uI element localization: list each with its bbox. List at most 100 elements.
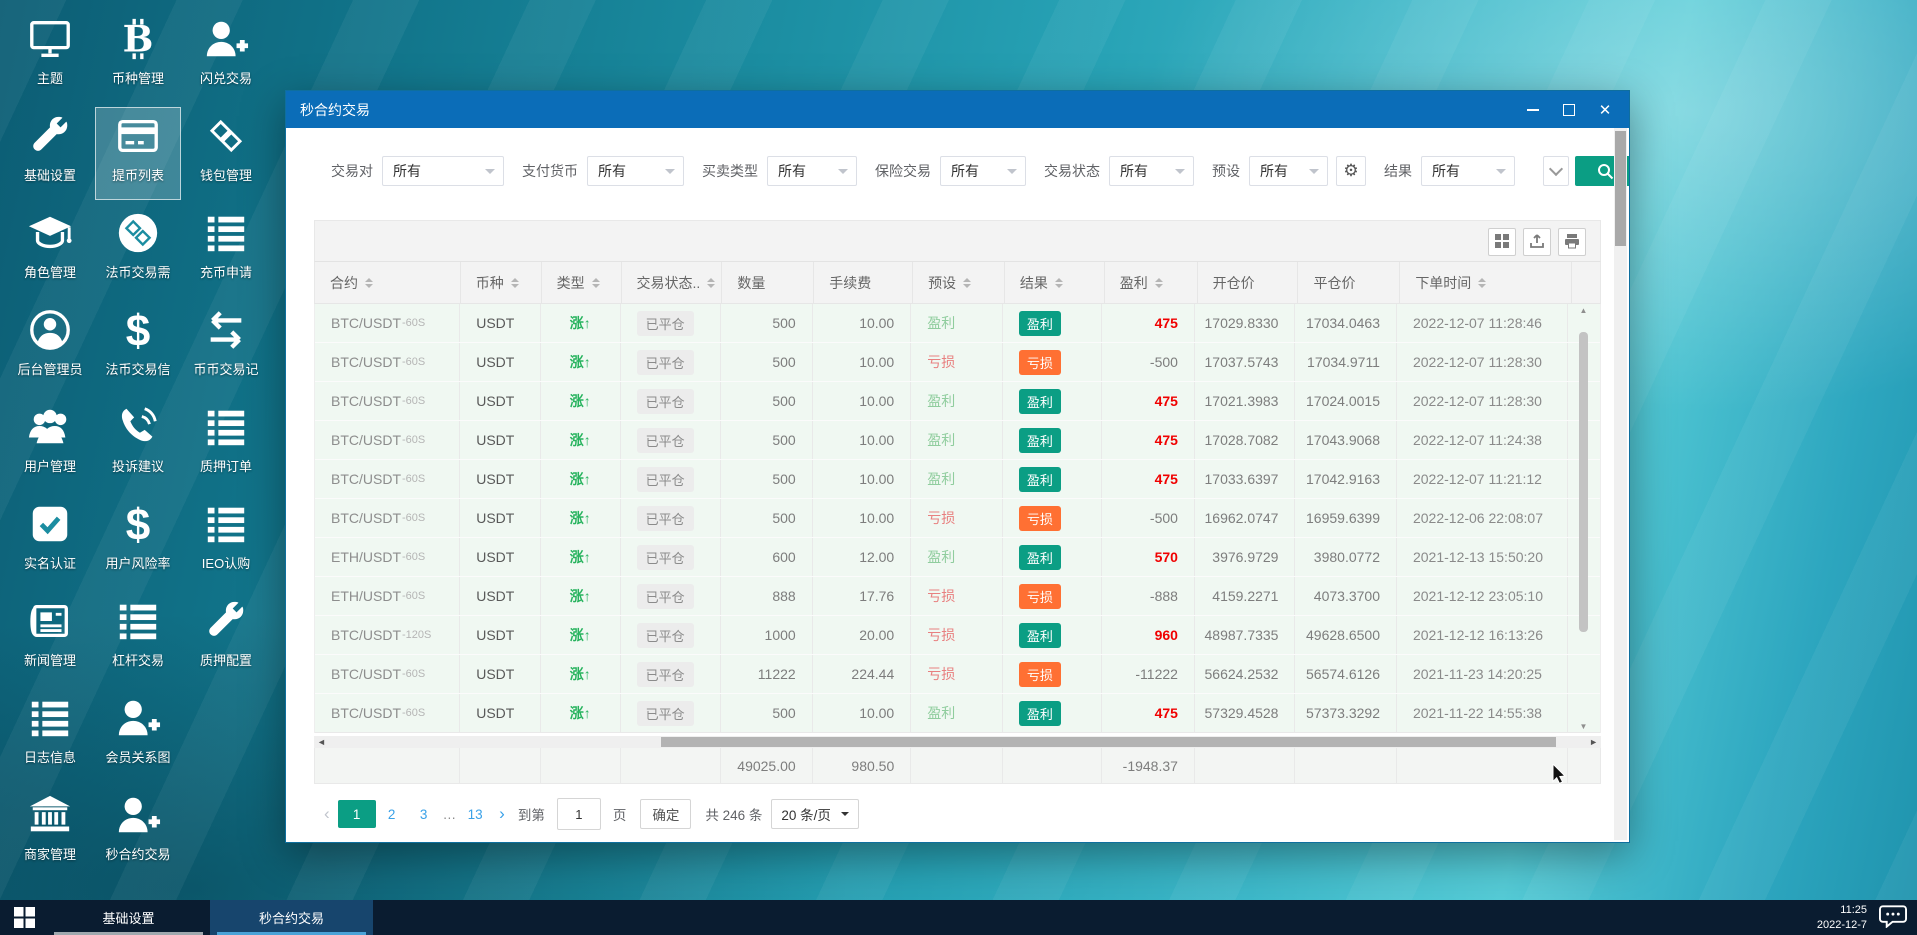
filter-select[interactable]: 所有 — [382, 156, 504, 186]
sort-icon[interactable] — [1154, 274, 1163, 292]
desktop-icon-exchange[interactable]: 钱包管理 — [183, 107, 269, 200]
desktop-icon-news[interactable]: 新闻管理 — [7, 592, 93, 685]
sort-icon[interactable] — [707, 274, 716, 292]
desktop-icon-monitor[interactable]: 主题 — [7, 10, 93, 103]
window-scrollbar-thumb[interactable] — [1615, 131, 1626, 246]
pages-ellipsis: … — [442, 806, 457, 822]
sort-icon[interactable] — [591, 274, 600, 292]
desktop-icon-bitcoin[interactable]: B 币种管理 — [95, 10, 181, 103]
desktop-icon-user-plus[interactable]: 会员关系图 — [95, 689, 181, 782]
next-page-button[interactable]: › — [499, 804, 505, 823]
scroll-left-icon[interactable]: ◄ — [317, 737, 326, 747]
scroll-down-icon[interactable]: ▼ — [1579, 722, 1588, 731]
table-cell: 涨↑ — [541, 577, 621, 615]
desktop-icon-list[interactable]: 日志信息 — [7, 689, 93, 782]
table-cell: 500 — [721, 382, 813, 420]
table-cell: 56574.6126 — [1295, 655, 1397, 693]
chat-icon[interactable] — [1879, 904, 1907, 931]
columns-filter-button[interactable] — [1488, 228, 1516, 256]
news-icon — [27, 598, 73, 644]
table-cell: 2022-12-07 11:28:46 — [1397, 304, 1569, 342]
header-cell[interactable]: 类型 — [542, 262, 622, 303]
filter-select[interactable]: 所有 — [767, 156, 857, 186]
sort-icon[interactable] — [1478, 274, 1487, 292]
desktop-icon-admin[interactable]: 后台管理员 — [7, 301, 93, 394]
filter-select[interactable]: 所有 — [1109, 156, 1194, 186]
horizontal-scrollbar[interactable]: ◄ ► — [314, 736, 1601, 748]
print-button[interactable] — [1558, 228, 1586, 256]
header-cell[interactable]: 预设 — [913, 262, 1005, 303]
sort-icon[interactable] — [1054, 274, 1063, 292]
desktop-icon-user-plus[interactable]: 秒合约交易 — [95, 786, 181, 879]
sort-icon[interactable] — [365, 274, 373, 292]
export-button[interactable] — [1523, 228, 1551, 256]
table-cell: 涨↑ — [541, 694, 621, 732]
header-cell[interactable]: 交易状态.. — [622, 262, 723, 303]
expand-chevron-button[interactable] — [1543, 156, 1569, 186]
filter-value: 所有 — [951, 163, 979, 179]
table-cell: BTC/USDT -60S — [315, 343, 461, 381]
gear-icon[interactable]: ⚙ — [1336, 156, 1366, 186]
summary-cell: 49025.00 — [721, 748, 813, 783]
desktop-icon-wrench[interactable]: 质押配置 — [183, 592, 269, 685]
start-button[interactable] — [14, 907, 35, 928]
desktop-icon-list[interactable]: 质押订单 — [183, 398, 269, 491]
desktop-icon-dollar[interactable]: $ 用户风险率 — [95, 495, 181, 588]
filter-select[interactable]: 所有 — [587, 156, 684, 186]
desktop-icon-users[interactable]: 用户管理 — [7, 398, 93, 491]
filter-bar: 交易对 所有 支付货币 所有 买卖类型 所有 保险交易 所有 交易状态 所有 预设 所有 ⚙ 结果 所有 — [331, 156, 1629, 186]
desktop-icon-check[interactable]: 实名认证 — [7, 495, 93, 588]
desktop-icon-list[interactable]: 充币申请 — [183, 204, 269, 297]
filter-select[interactable]: 所有 — [1249, 156, 1328, 186]
taskbar-item-seconds-contract[interactable]: 秒合约交易 — [210, 900, 373, 935]
window-scrollbar[interactable] — [1614, 128, 1627, 840]
scroll-right-icon[interactable]: ► — [1589, 737, 1598, 747]
confirm-button[interactable]: 确定 — [640, 799, 692, 829]
header-cell[interactable]: 结果 — [1005, 262, 1105, 303]
page-size-select[interactable]: 20 条/页 — [771, 799, 859, 829]
header-cell[interactable]: 币种 — [461, 262, 542, 303]
horizontal-scrollbar-thumb[interactable] — [661, 737, 1556, 747]
taskbar-item-basic-settings[interactable]: 基础设置 — [47, 900, 210, 935]
desktop-icon-list[interactable]: IEO认购 — [183, 495, 269, 588]
table-vertical-scrollbar[interactable]: ▲ ▼ — [1577, 304, 1590, 733]
header-cell[interactable]: 下单时间 — [1400, 262, 1573, 303]
table-cell: 亏损 — [911, 577, 1003, 615]
table-scrollbar-thumb[interactable] — [1579, 332, 1588, 632]
header-cell[interactable]: 盈利 — [1105, 262, 1198, 303]
svg-text:$: $ — [126, 501, 151, 547]
prev-page-button[interactable]: ‹ — [324, 804, 330, 823]
window-titlebar[interactable]: 秒合约交易 ✕ — [286, 91, 1629, 128]
page-button[interactable]: 2 — [387, 806, 396, 822]
table-cell: 10.00 — [813, 694, 912, 732]
desktop-icon-wrench[interactable]: 基础设置 — [7, 107, 93, 200]
maximize-button[interactable] — [1551, 91, 1587, 128]
desktop-icon-arrows[interactable]: 币币交易记 — [183, 301, 269, 394]
page-jump-input[interactable] — [556, 798, 601, 830]
sort-icon[interactable] — [963, 274, 972, 292]
desktop-icon-list[interactable]: 杠杆交易 — [95, 592, 181, 685]
desktop-icon-phone[interactable]: 投诉建议 — [95, 398, 181, 491]
desktop-icon-bank[interactable]: 商家管理 — [7, 786, 93, 879]
sort-icon[interactable] — [510, 274, 519, 292]
card-icon — [115, 113, 161, 159]
page-button[interactable]: 3 — [419, 806, 428, 822]
close-button[interactable]: ✕ — [1598, 101, 1612, 119]
desktop-icon-user-plus[interactable]: 闪兑交易 — [183, 10, 269, 103]
desktop-icon-grad-cap[interactable]: 角色管理 — [7, 204, 93, 297]
scroll-up-icon[interactable]: ▲ — [1579, 306, 1588, 315]
header-cell[interactable]: 合约 — [315, 262, 461, 303]
filter-label: 交易状态 — [1044, 163, 1100, 179]
page-button[interactable]: 1 — [337, 800, 376, 828]
page-button[interactable]: 13 — [467, 806, 483, 822]
table-cell: 2021-12-12 23:05:10 — [1397, 577, 1569, 615]
table-cell: 3980.0772 — [1295, 538, 1397, 576]
filter-select[interactable]: 所有 — [1421, 156, 1515, 186]
desktop-icon-dollar[interactable]: $ 法币交易信 — [95, 301, 181, 394]
desktop-icon-card[interactable]: 提币列表 — [95, 107, 181, 200]
filter-select[interactable]: 所有 — [940, 156, 1026, 186]
user-plus-icon — [115, 792, 161, 838]
minimize-button[interactable] — [1515, 91, 1551, 128]
desktop-icon-label: 基础设置 — [23, 168, 76, 183]
desktop-icon-exchange-circle[interactable]: 法币交易需 — [95, 204, 181, 297]
